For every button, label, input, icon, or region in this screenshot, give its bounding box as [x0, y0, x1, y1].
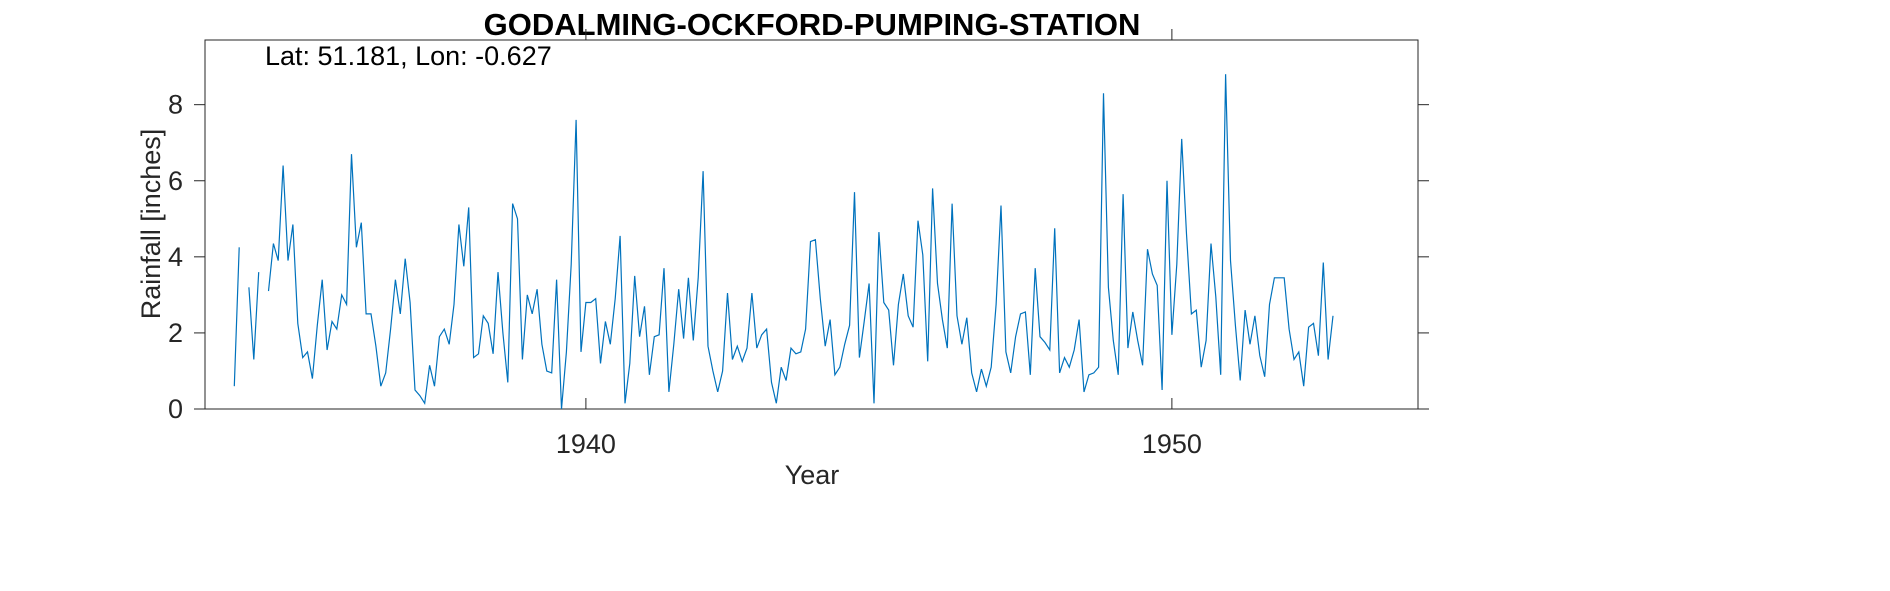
x-tick-label: 1940 — [556, 429, 616, 459]
y-tick-label: 0 — [168, 394, 183, 424]
location-annotation: Lat: 51.181, Lon: -0.627 — [265, 41, 552, 71]
rainfall-series-line — [233, 74, 1334, 410]
plot-area-box — [204, 39, 1419, 410]
y-tick-label: 2 — [168, 318, 183, 348]
y-tick-label: 8 — [168, 90, 183, 120]
chart-title: GODALMING-OCKFORD-PUMPING-STATION — [484, 7, 1141, 42]
x-axis-label: Year — [785, 460, 840, 490]
plot-axes — [204, 39, 1419, 410]
y-tick-label: 6 — [168, 166, 183, 196]
y-tick-label: 4 — [168, 242, 183, 272]
x-tick-label: 1950 — [1142, 429, 1202, 459]
axis-ticks: 0 2 4 6 8 1940 1950 — [168, 29, 1429, 459]
y-axis-label: Rainfall [inches] — [136, 129, 166, 320]
